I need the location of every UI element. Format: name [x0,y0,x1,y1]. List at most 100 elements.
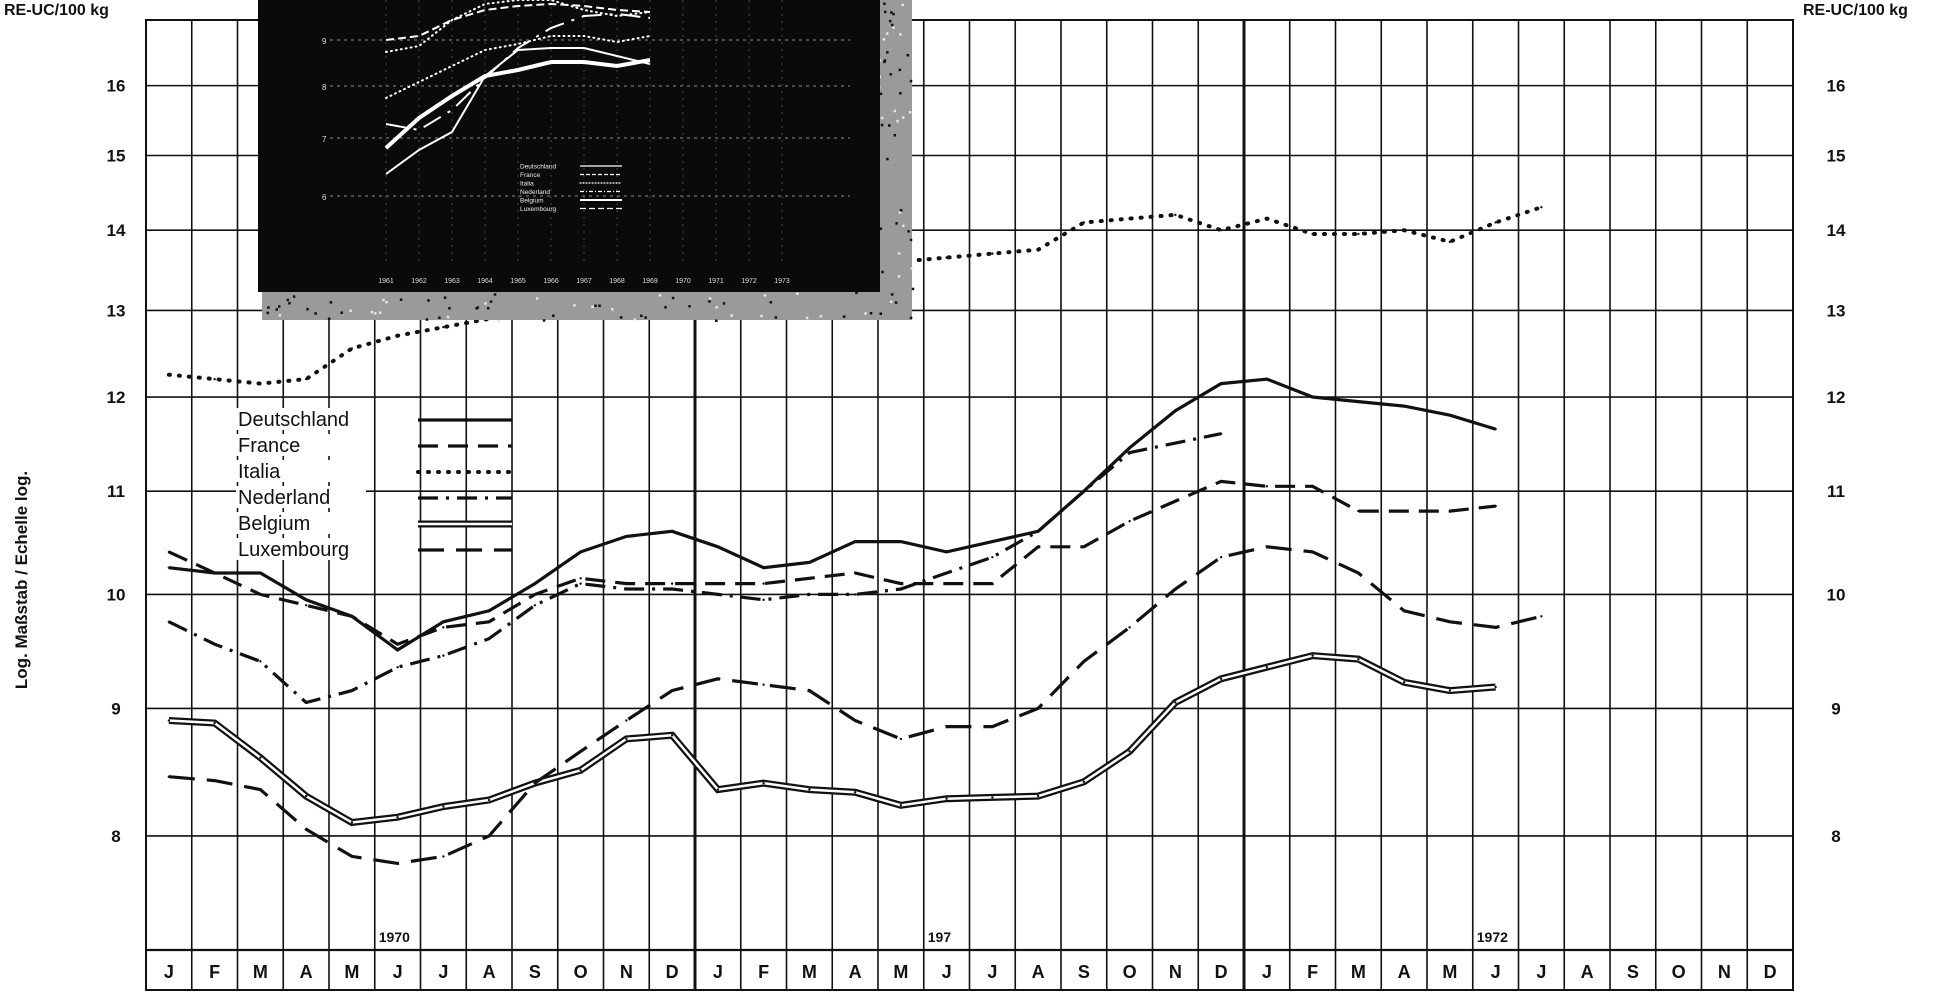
inset-frame-speckle [688,305,691,308]
month-label: S [529,962,541,982]
month-label: S [1627,962,1639,982]
inset-frame-speckle [901,4,904,6]
unit-right: RE-UC/100 kg [1803,2,1908,20]
inset-frame-speckle [886,51,889,54]
data-point-italia [1403,229,1405,231]
data-point-nederland [1128,451,1130,453]
data-point-luxembourg [808,689,810,691]
data-point-france [625,582,627,584]
data-point-belgium [762,782,764,784]
data-point-luxembourg [1449,621,1451,623]
month-label: O [574,962,588,982]
y-tick-label-right: 11 [1827,482,1845,501]
data-point-france [854,572,856,574]
data-point-luxembourg [1083,660,1085,662]
data-point-luxembourg [1403,610,1405,612]
data-point-italia [1449,241,1451,243]
data-point-belgium [625,738,627,740]
inset-frame-speckle [659,294,662,297]
data-point-france [168,551,170,553]
data-point-belgium [1311,654,1313,656]
month-label: O [1123,962,1137,982]
inset-year-label: 1968 [609,278,625,285]
data-point-nederland [1083,490,1085,492]
inset-frame-speckle [279,314,282,317]
inset-frame-speckle [594,305,597,308]
inset-y-tick: 9 [322,37,327,46]
data-point-nederland [945,572,947,574]
inset-frame-speckle [306,308,309,311]
inset-panel: 98761961 1962 1963 1964 1965 1966 1967 1968 1969… [258,0,914,322]
inset-frame-speckle [426,318,429,321]
data-point-deutschland [671,530,673,532]
data-point-luxembourg [396,862,398,864]
inset-frame-speckle [730,314,733,317]
inset-frame-speckle [715,306,718,309]
inset-frame-speckle [644,316,647,319]
data-point-deutschland [808,561,810,563]
inset-frame-speckle [891,293,894,296]
inset-frame-speckle [293,295,296,298]
data-point-italia [305,378,307,380]
inset-frame-speckle [881,271,884,274]
data-point-deutschland [1220,382,1222,384]
data-point-deutschland [579,551,581,553]
data-point-belgium [1220,678,1222,680]
data-point-luxembourg [671,689,673,691]
inset-frame-speckle [573,304,576,307]
data-point-belgium [1037,795,1039,797]
inset-frame-speckle [899,92,902,95]
data-point-italia [1540,206,1542,208]
data-point-france [808,577,810,579]
data-point-belgium [351,821,353,823]
data-point-belgium [259,756,261,758]
data-point-nederland [625,588,627,590]
legend-label: Nederland [238,487,330,509]
month-label: J [713,962,723,982]
data-point-belgium [1403,681,1405,683]
inset-year-label: 1962 [411,278,427,285]
inset-frame-speckle [896,120,899,123]
data-point-france [259,593,261,595]
month-label: N [1718,962,1731,982]
data-point-belgium [442,805,444,807]
inset-frame-speckle [910,80,913,83]
month-label: M [1442,962,1457,982]
y-tick-label-left: 14 [107,221,126,240]
data-point-deutschland [168,566,170,568]
data-point-france [762,582,764,584]
inset-y-tick: 7 [322,135,327,144]
inset-legend-label: France [520,172,541,179]
inset-frame-speckle [899,211,902,214]
inset-frame-speckle [341,311,344,314]
data-point-luxembourg [1220,556,1222,558]
data-point-france [351,615,353,617]
data-point-belgium [1494,686,1496,688]
inset-frame-speckle [884,11,887,14]
inset-frame-speckle [267,312,270,315]
data-point-france [1311,485,1313,487]
data-point-nederland [579,582,581,584]
data-point-deutschland [534,582,536,584]
inset-frame-speckle [498,320,501,323]
month-label: M [1351,962,1366,982]
inset-frame-speckle [278,305,281,308]
data-point-france [305,604,307,606]
data-point-luxembourg [1540,615,1542,617]
inset-frame-speckle [909,111,912,114]
data-point-nederland [900,588,902,590]
inset-y-tick: 6 [322,193,327,202]
data-point-italia [1266,217,1268,219]
data-point-luxembourg [213,779,215,781]
inset-frame-speckle [543,319,546,322]
data-point-luxembourg [442,855,444,857]
month-label: A [1398,962,1411,982]
data-point-luxembourg [854,719,856,721]
year-label: 1970 [379,929,410,945]
inset-frame-speckle [591,306,594,309]
inset-frame-speckle [770,301,773,304]
data-point-deutschland [396,649,398,651]
inset-frame-speckle [723,302,726,305]
inset-frame-speckle [886,158,889,161]
data-point-nederland [259,660,261,662]
